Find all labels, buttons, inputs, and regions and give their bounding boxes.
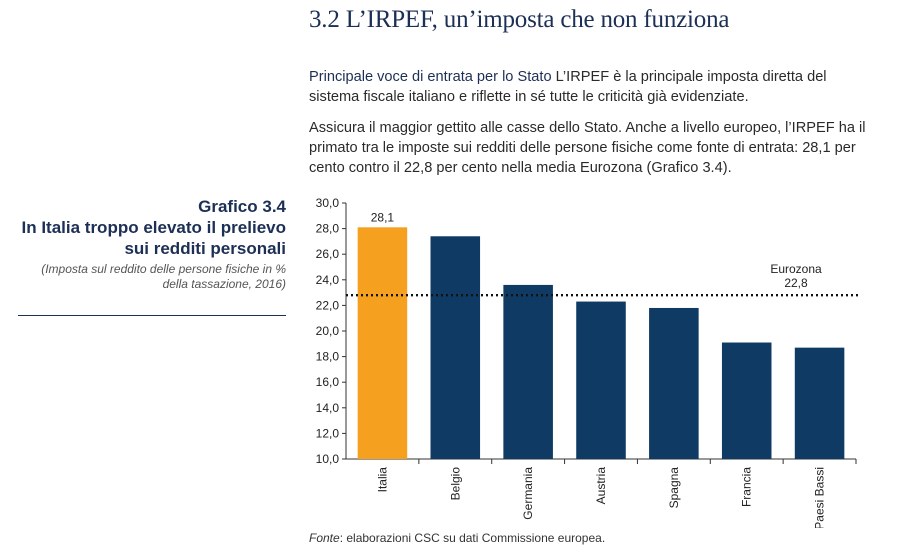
bar-italia [357, 227, 408, 459]
y-tick-label: 30,0 [316, 196, 340, 210]
x-category-label: Italia [375, 467, 389, 493]
paragraph-intro-text: L’IRPEF è la principale imposta diretta … [309, 69, 827, 105]
x-category-label: Germania [521, 467, 535, 520]
figure-title: In Italia troppo elevato il prelievo sui… [21, 218, 286, 258]
paragraph-body: Assicura il maggior gettito alle casse d… [309, 120, 866, 176]
y-tick-label: 12,0 [316, 426, 340, 440]
bar-data-label: 28,1 [371, 210, 395, 224]
x-category-label: Spagna [667, 467, 681, 509]
figure-caption: Grafico 3.4 In Italia troppo elevato il … [18, 196, 286, 292]
y-tick-label: 10,0 [316, 452, 340, 466]
y-tick-label: 18,0 [316, 350, 340, 364]
figure-number: Grafico 3.4 [198, 197, 286, 216]
section-title: 3.2 L’IRPEF, un’imposta che non funziona [309, 6, 730, 33]
source-label: Fonte [309, 531, 340, 545]
paragraph-lead: Principale voce di entrata per lo Stato [309, 69, 552, 85]
source-note: Fonte: elaborazioni CSC su dati Commissi… [309, 531, 605, 545]
y-tick-label: 20,0 [316, 324, 340, 338]
y-tick-label: 16,0 [316, 375, 340, 389]
y-tick-label: 14,0 [316, 401, 340, 415]
reference-label: Eurozona [770, 262, 822, 276]
y-tick-label: 26,0 [316, 247, 340, 261]
bar-spagna [649, 307, 699, 459]
x-category-label: Austria [594, 467, 608, 505]
y-tick-label: 24,0 [316, 273, 340, 287]
x-category-label: Paesi Bassi [813, 467, 827, 528]
x-category-label: Francia [740, 467, 754, 507]
bar-belgio [430, 236, 481, 459]
bar-paesi-bassi [794, 347, 845, 459]
reference-value-label: 22,8 [784, 276, 808, 290]
bar-francia [721, 342, 772, 459]
figure-divider [18, 315, 286, 316]
paragraph-intro: Principale voce di entrata per lo Stato … [309, 67, 874, 107]
source-text: : elaborazioni CSC su dati Commissione e… [339, 531, 606, 545]
y-tick-label: 28,0 [316, 222, 340, 236]
bar-austria [576, 301, 626, 459]
x-category-label: Belgio [448, 467, 462, 501]
bar-chart: 10,0 12,0 14,0 16,0 18,0 20,0 22,0 24,0 26,0 28,0… [316, 196, 858, 528]
y-tick-label: 22,0 [316, 298, 340, 312]
bar-germania [503, 284, 553, 459]
figure-subtitle: (Imposta sul reddito delle persone fisic… [41, 262, 286, 291]
